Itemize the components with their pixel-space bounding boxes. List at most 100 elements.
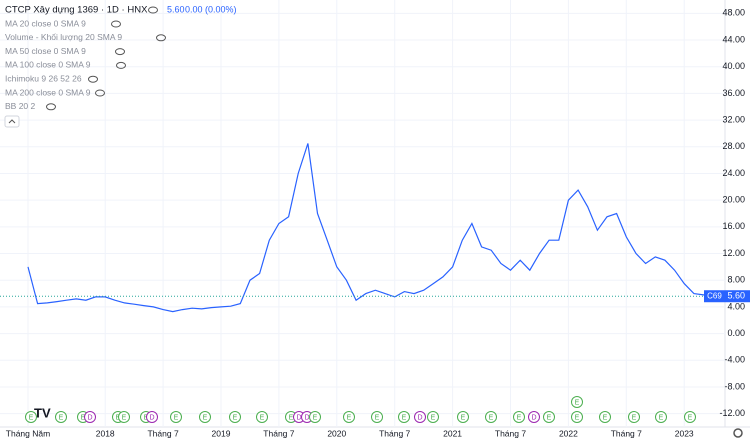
plot (0, 143, 725, 313)
event-label: E (489, 414, 494, 421)
indicator-label: Volume - Khối lượng 20 SMA 9 (5, 32, 122, 42)
ticker-label: C69 (707, 291, 722, 300)
chart-title: CTCP Xây dựng 1369 · 1D · HNX (5, 5, 148, 16)
event-marker (513, 411, 525, 423)
event-label: E (375, 414, 380, 421)
event-marker (655, 411, 667, 423)
event-marker (309, 411, 321, 423)
grid (0, 0, 725, 427)
eye-icon (46, 103, 56, 111)
x-tick-label: 2018 (96, 428, 115, 438)
indicator-label: BB 20 2 (5, 101, 36, 111)
event-label: E (81, 414, 86, 421)
event-label: E (659, 414, 664, 421)
x-tick-label: 2019 (212, 428, 231, 438)
event-label: E (29, 414, 34, 421)
event-label: E (461, 414, 466, 421)
last-price: 5.60 (167, 4, 185, 14)
x-tick-label: 2020 (327, 428, 346, 438)
event-label: D (149, 414, 154, 421)
event-marker (118, 411, 130, 423)
event-marker (55, 411, 67, 423)
y-tick-label: 20.00 (722, 195, 745, 205)
event-marker (599, 411, 611, 423)
y-tick-label: 40.00 (722, 61, 745, 71)
event-label: E (517, 414, 522, 421)
indicators: MA 20 close 0 SMA 9 Volume - Khối lượng 2… (5, 18, 166, 111)
event-marker (457, 411, 469, 423)
events: E E E D E E E D E E E E E D D E E E E D E E E E D EEE E E E E (25, 396, 696, 423)
x-tick-label: 2021 (443, 428, 462, 438)
collapse-icon (8, 119, 16, 124)
event-label: E (233, 414, 238, 421)
event-marker (229, 411, 241, 423)
event-marker (199, 411, 211, 423)
event-label: E (313, 414, 318, 421)
event-label: E (260, 414, 265, 421)
price-tag (725, 290, 750, 303)
event-label: E (575, 399, 580, 406)
event-label: E (431, 414, 436, 421)
event-marker (414, 411, 426, 423)
x-tick-label: Tháng 7 (611, 428, 642, 438)
y-tick-label: -4.00 (724, 355, 745, 365)
event-marker (543, 411, 555, 423)
event-label: E (688, 414, 693, 421)
event-marker (256, 411, 268, 423)
y-tick-label: 28.00 (722, 141, 745, 151)
event-label: D (417, 414, 422, 421)
event-label: E (632, 414, 637, 421)
x-tick-label: Tháng 7 (147, 428, 178, 438)
eye-icon (156, 34, 166, 42)
event-marker (684, 411, 696, 423)
y-tick-label: 12.00 (722, 248, 745, 258)
y-tick-label: 16.00 (722, 221, 745, 231)
event-marker (528, 411, 540, 423)
event-marker (170, 411, 182, 423)
y-tick-label: 48.00 (722, 8, 745, 18)
event-marker (427, 411, 439, 423)
eye-icon (95, 89, 105, 97)
event-label: D (304, 414, 309, 421)
indicator-label: MA 50 close 0 SMA 9 (5, 46, 86, 56)
y-tick-label: 24.00 (722, 168, 745, 178)
price-tag-label: 5.60 (727, 291, 745, 301)
event-marker (571, 396, 583, 408)
event-label: E (603, 414, 608, 421)
y-tick-label: 0.00 (727, 328, 745, 338)
event-marker (371, 411, 383, 423)
event-label: E (203, 414, 208, 421)
event-label: E (547, 414, 552, 421)
x-tick-label: Tháng Năm (6, 428, 50, 438)
y-tick-label: 32.00 (722, 114, 745, 124)
x-tick-label: 2023 (675, 428, 694, 438)
y-tick-label: 44.00 (722, 34, 745, 44)
price-line (27, 143, 714, 313)
event-label: E (122, 414, 127, 421)
event-label: E (402, 414, 407, 421)
x-tick-label: Tháng 7 (263, 428, 294, 438)
settings-icon[interactable] (733, 428, 743, 438)
event-label: D (296, 414, 301, 421)
event-marker (398, 411, 410, 423)
x-tick-label: Tháng 7 (379, 428, 410, 438)
eye-icon (111, 20, 121, 28)
event-label: E (575, 414, 580, 421)
event-label: E (174, 414, 179, 421)
y-tick-label: 36.00 (722, 88, 745, 98)
y-tick-label: 4.00 (727, 301, 745, 311)
indicator-label: MA 20 close 0 SMA 9 (5, 18, 86, 28)
x-tick-label: Tháng 7 (495, 428, 526, 438)
y-tick-label: -8.00 (724, 381, 745, 391)
eye-icon[interactable] (148, 6, 158, 14)
event-marker (343, 411, 355, 423)
indicator-label: MA 100 close 0 SMA 9 (5, 60, 91, 70)
collapse-button[interactable] (4, 115, 20, 128)
y-tick-label: 8.00 (727, 275, 745, 285)
eye-icon (115, 48, 125, 56)
event-marker (485, 411, 497, 423)
event-marker (25, 411, 37, 423)
event-marker (146, 411, 158, 423)
